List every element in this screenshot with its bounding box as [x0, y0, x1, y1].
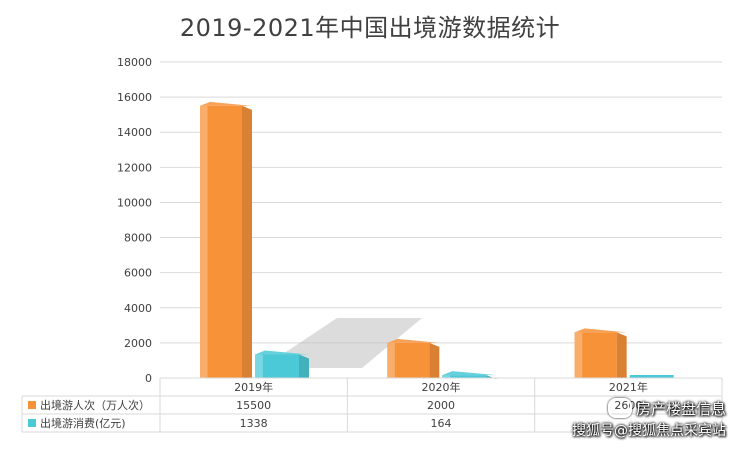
bar-highlight	[200, 105, 208, 378]
bar-side	[299, 354, 309, 378]
bar-top	[387, 338, 440, 343]
bar	[442, 375, 487, 378]
x-tick-label: 2020年	[422, 380, 461, 394]
bar-highlight	[442, 375, 451, 378]
y-tick-label: 6000	[124, 267, 152, 280]
bar-shadows	[262, 318, 422, 368]
y-tick-label: 8000	[124, 232, 152, 245]
bar-side	[616, 332, 627, 378]
bar-highlight	[255, 354, 263, 378]
bar-shadow	[262, 318, 422, 368]
legend-label: 出境游人次（万人次）	[40, 398, 150, 412]
y-tick-label: 0	[145, 372, 152, 385]
watermark-line2: 搜狐号@搜狐焦点采宾站	[572, 423, 726, 439]
watermark-line1: 房产楼盘信息	[635, 400, 726, 418]
y-tick-label: 2000	[124, 337, 152, 350]
table-cell: 15500	[236, 399, 271, 412]
bar-top	[574, 328, 627, 333]
bar-highlight	[574, 332, 583, 378]
legend-swatch	[28, 419, 36, 427]
y-tick-labels: 0 2000 4000 6000 8000 10000 12000 14000 16000 180…	[117, 56, 152, 385]
bar-side	[242, 105, 252, 378]
bar-highlight	[387, 342, 395, 378]
bars	[200, 101, 674, 380]
table-cell: 2000	[427, 399, 455, 412]
table-cell: 2600	[614, 399, 642, 412]
gridlines	[160, 61, 722, 379]
y-tick-label: 18000	[117, 56, 152, 69]
bar-side	[429, 342, 440, 378]
y-tick-label: 16000	[117, 91, 152, 104]
chart-title: 2019-2021年中国出境游数据统计	[179, 14, 561, 42]
legend-label: 出境游消费(亿元)	[40, 416, 126, 430]
table-cell: 164	[431, 417, 452, 430]
y-tick-label: 12000	[117, 161, 152, 174]
y-tick-label: 10000	[117, 196, 152, 209]
legend-swatch	[28, 401, 36, 409]
x-tick-label: 2021年	[609, 380, 648, 394]
bar-side	[486, 375, 497, 380]
bar-top	[442, 371, 497, 376]
bar	[629, 375, 674, 378]
wechat-icon	[607, 397, 632, 418]
bar-top	[255, 350, 309, 355]
bar	[255, 354, 299, 378]
y-tick-label: 14000	[117, 126, 152, 139]
x-tick-label: 2019年	[234, 380, 273, 394]
watermark: 房产楼盘信息 搜狐号@搜狐焦点采宾站	[572, 397, 726, 442]
y-tick-label: 4000	[124, 302, 152, 315]
table-cell: 1338	[240, 417, 268, 430]
bar-top	[200, 101, 252, 106]
